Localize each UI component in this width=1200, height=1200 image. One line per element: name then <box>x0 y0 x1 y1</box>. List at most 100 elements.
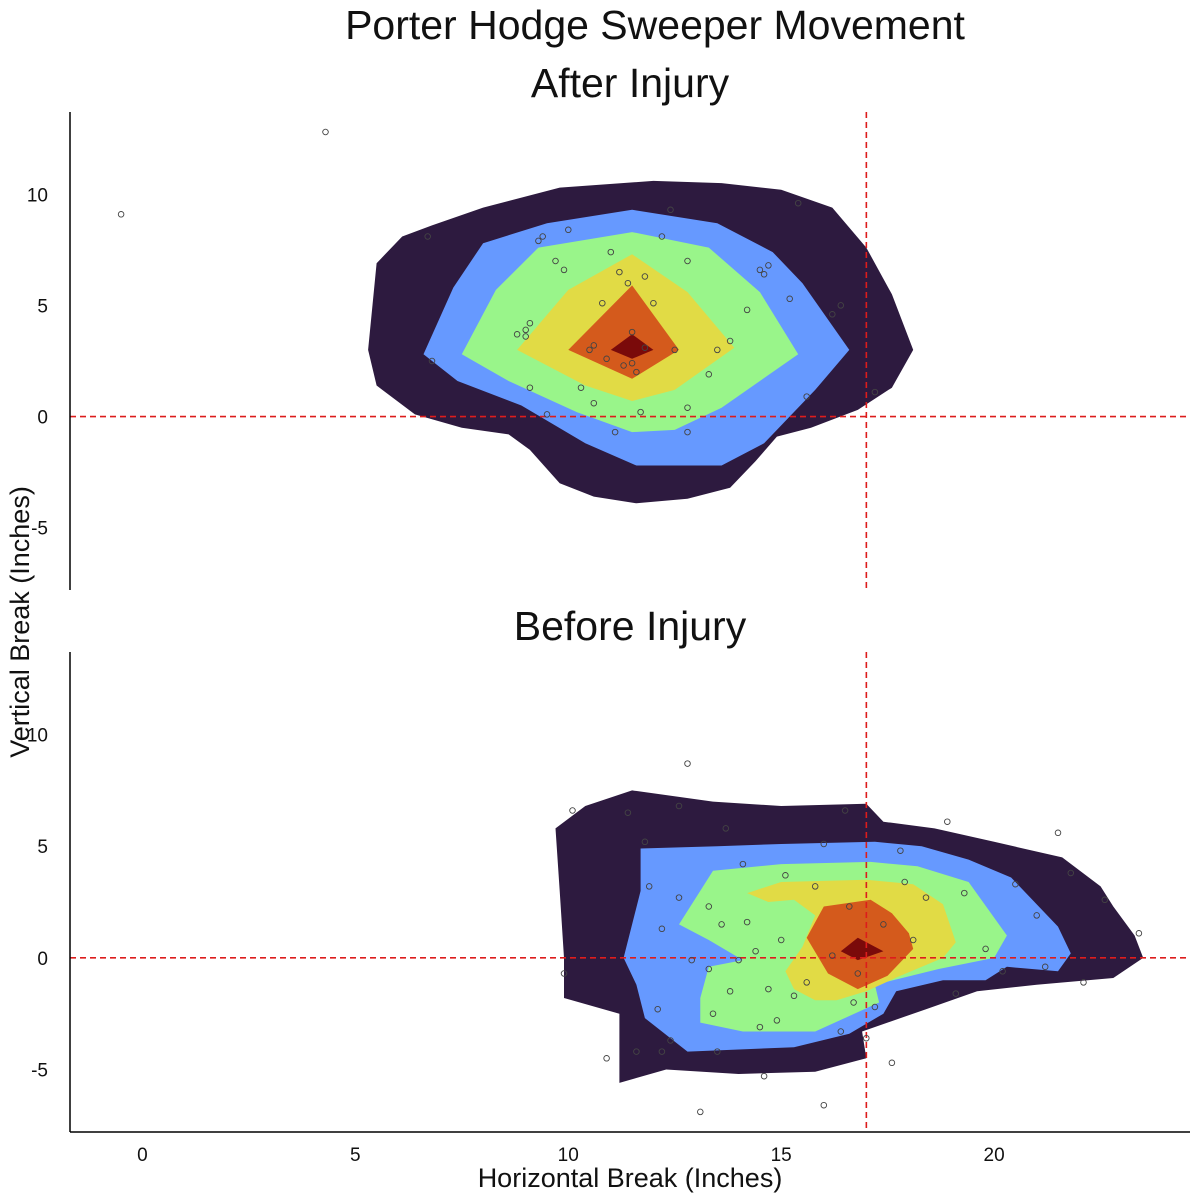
data-point <box>871 1003 879 1011</box>
data-point <box>803 979 810 986</box>
y-tick-label: 5 <box>37 296 48 317</box>
facet-after-injury: After Injury -5 0 5 10 <box>27 60 1190 590</box>
data-point <box>633 1048 640 1055</box>
y-axis-label: Vertical Break (Inches) <box>5 486 35 758</box>
data-point <box>543 411 551 418</box>
data-point <box>726 988 734 995</box>
data-point <box>756 1023 764 1031</box>
data-point <box>863 1034 870 1042</box>
data-point <box>705 903 713 910</box>
data-point <box>837 1028 845 1035</box>
data-point <box>786 295 793 303</box>
data-point <box>641 838 649 846</box>
data-point <box>675 894 683 901</box>
x-tick-label: 10 <box>558 1145 579 1166</box>
data-point <box>322 128 329 136</box>
data-point <box>624 279 632 287</box>
x-tick-label: 5 <box>350 1145 361 1166</box>
facet-title: After Injury <box>531 60 730 106</box>
data-point <box>829 952 836 959</box>
density-contour-level-6 <box>610 334 654 359</box>
data-point <box>714 346 721 354</box>
data-point <box>526 319 534 327</box>
y-tick-label: 10 <box>27 726 48 747</box>
data-point <box>756 266 764 274</box>
y-tick-label: 10 <box>27 185 48 206</box>
facet-title: Before Injury <box>514 603 747 649</box>
data-point <box>684 257 691 265</box>
data-point <box>684 428 691 436</box>
data-point <box>590 342 598 349</box>
data-point <box>705 965 713 973</box>
data-point <box>829 311 836 318</box>
data-point <box>565 226 572 234</box>
data-point <box>658 925 666 933</box>
x-axis-label: Horizontal Break (Inches) <box>478 1163 783 1193</box>
data-point <box>569 807 576 814</box>
data-point <box>1041 963 1049 971</box>
data-point <box>735 956 742 964</box>
data-point <box>743 306 751 314</box>
y-tick-label: -5 <box>31 1060 48 1081</box>
data-point <box>650 299 657 307</box>
data-point <box>620 362 627 369</box>
data-point <box>726 337 734 345</box>
data-point <box>760 1072 768 1080</box>
y-tick-label: 5 <box>37 837 48 858</box>
data-point <box>944 818 951 825</box>
data-point <box>552 257 559 265</box>
data-point <box>586 346 593 354</box>
data-point <box>641 344 649 351</box>
data-point <box>739 860 747 868</box>
data-point <box>760 271 768 278</box>
y-tick-label: 0 <box>37 408 48 429</box>
data-point <box>718 921 725 928</box>
data-point <box>743 918 751 926</box>
data-point <box>654 1005 661 1013</box>
x-tick-label: 20 <box>984 1145 1005 1166</box>
data-point <box>1033 912 1040 919</box>
data-point <box>961 889 968 897</box>
y-tick-label: 0 <box>37 949 48 970</box>
data-point <box>616 268 623 276</box>
data-point <box>794 199 802 207</box>
data-point <box>709 1010 717 1017</box>
data-point <box>841 807 849 814</box>
data-point <box>880 921 887 928</box>
x-tick-label: 0 <box>137 1145 148 1166</box>
data-point <box>820 1101 828 1109</box>
data-point <box>850 999 857 1006</box>
data-point <box>1135 930 1143 937</box>
data-point <box>1101 896 1109 904</box>
data-point <box>1054 829 1062 837</box>
data-point <box>424 233 431 240</box>
data-point <box>688 956 695 964</box>
chart-title: Porter Hodge Sweeper Movement <box>345 2 965 48</box>
y-tick-label: -5 <box>31 519 48 540</box>
data-point <box>603 355 610 363</box>
data-point <box>624 809 632 816</box>
data-point <box>901 878 908 886</box>
data-point <box>982 945 989 953</box>
data-point <box>1012 880 1019 888</box>
data-point <box>697 1108 704 1116</box>
data-point <box>854 970 862 977</box>
data-point <box>628 328 636 336</box>
data-point <box>752 947 759 955</box>
data-point <box>645 883 653 890</box>
data-point <box>637 408 644 416</box>
data-point <box>513 331 521 338</box>
data-point <box>560 970 568 977</box>
x-tick-label: 15 <box>771 1145 792 1166</box>
data-point <box>671 346 678 354</box>
density-contour-level-6 <box>840 937 884 961</box>
data-point <box>871 388 879 396</box>
data-point <box>658 1048 666 1055</box>
data-point <box>577 384 585 391</box>
data-point <box>684 404 691 411</box>
data-point <box>777 936 785 944</box>
data-point <box>722 825 730 832</box>
data-point <box>117 211 125 218</box>
data-point <box>684 760 691 767</box>
